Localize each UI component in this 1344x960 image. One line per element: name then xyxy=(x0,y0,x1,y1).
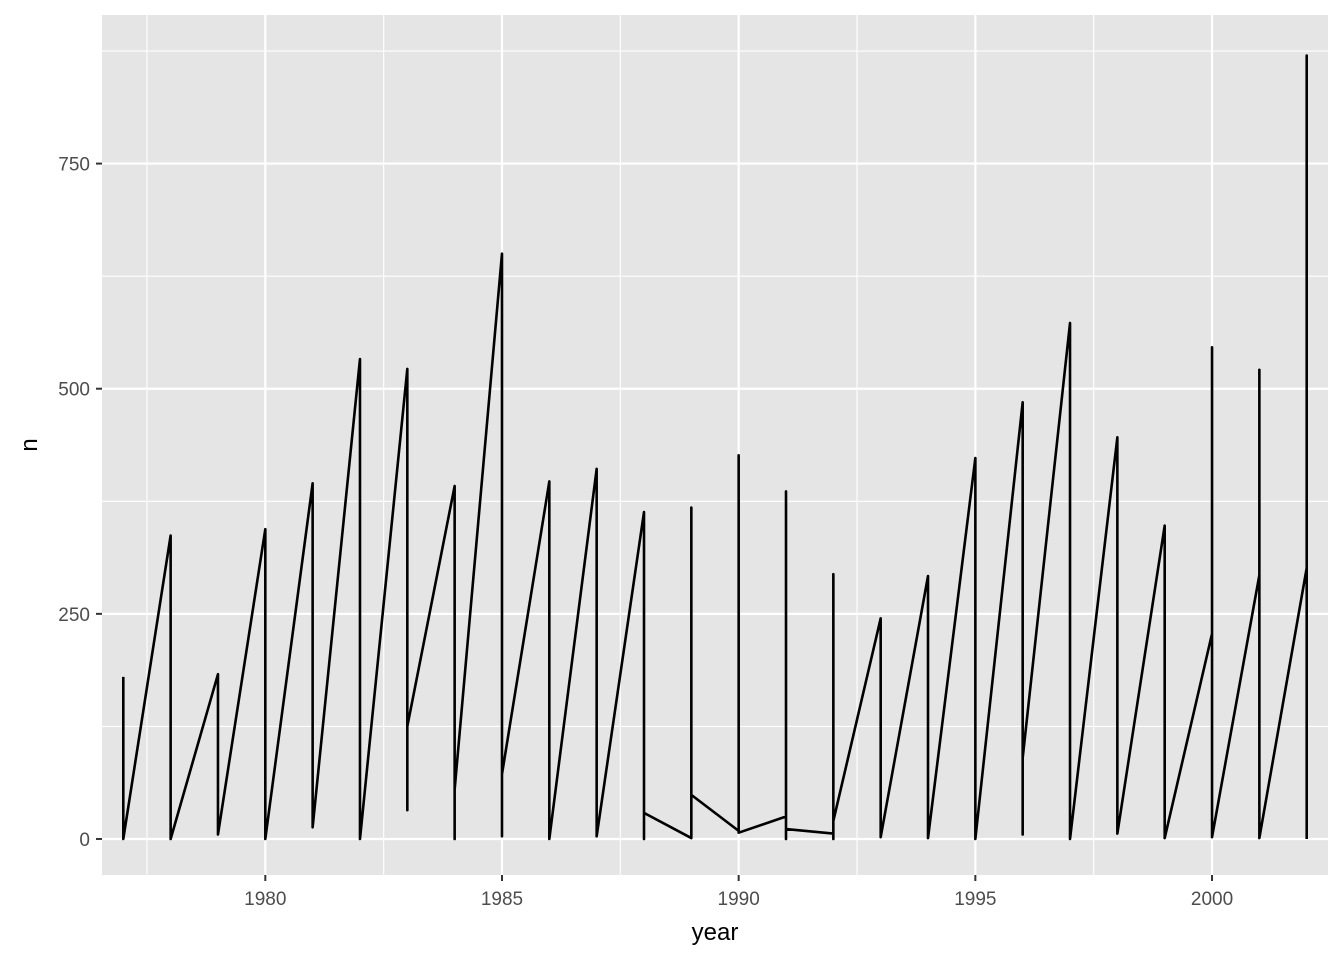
y-tick-label: 750 xyxy=(58,155,90,176)
x-tick-label: 2000 xyxy=(1191,889,1233,910)
x-axis-title: year xyxy=(692,919,739,946)
plot-panel xyxy=(102,15,1328,875)
minor-gridlines xyxy=(102,15,1328,875)
y-tick-label: 250 xyxy=(58,605,90,626)
x-axis: 1980 1985 1990 1995 2000 xyxy=(244,875,1233,910)
x-tick-label: 1990 xyxy=(718,889,760,910)
x-tick-label: 1995 xyxy=(954,889,996,910)
y-tick-label: 0 xyxy=(79,830,90,851)
y-axis-title: n xyxy=(16,438,43,451)
y-axis: 0 250 500 750 xyxy=(58,155,102,851)
x-tick-label: 1985 xyxy=(481,889,523,910)
x-tick-label: 1980 xyxy=(244,889,286,910)
y-tick-label: 500 xyxy=(58,380,90,401)
series-line xyxy=(122,54,1308,841)
